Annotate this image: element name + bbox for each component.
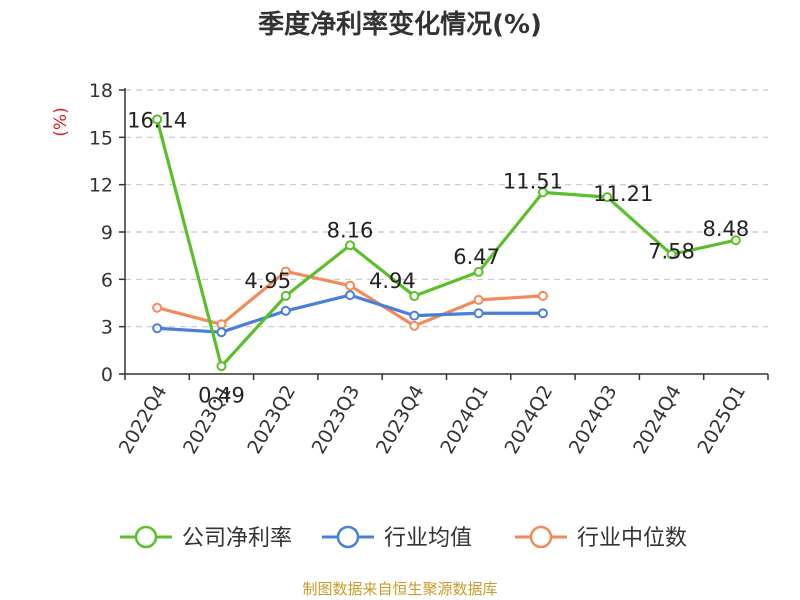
- data-point: [345, 290, 356, 301]
- data-point: [280, 290, 291, 301]
- data-label: 16.14: [127, 108, 187, 132]
- data-point: [280, 266, 291, 277]
- data-label: 6.47: [453, 245, 500, 269]
- data-label: 7.58: [648, 239, 695, 263]
- legend-entry: 公司净利率: [182, 526, 292, 551]
- x-tick-label: 2025Q1: [693, 382, 750, 458]
- source-note: 制图数据来自恒生聚源数据库: [302, 580, 498, 598]
- data-point: [537, 308, 548, 319]
- y-tick-label: 12: [89, 175, 113, 197]
- y-tick-label: 0: [101, 364, 113, 386]
- data-labels: 16.14 0.49 4.95 8.16 4.94 6.47 11.51 11.21 7.58 8…: [127, 108, 749, 407]
- data-point: [216, 319, 227, 330]
- y-tick-label: 15: [89, 127, 113, 149]
- data-label: 11.21: [593, 182, 653, 206]
- x-tick-label: 2024Q3: [565, 382, 622, 458]
- data-point: [280, 305, 291, 316]
- data-point: [409, 310, 420, 321]
- x-tick-label: 2022Q4: [115, 382, 172, 458]
- data-point: [537, 187, 548, 198]
- data-point: [473, 266, 484, 277]
- y-tick-label: 18: [89, 80, 113, 102]
- data-point: [537, 290, 548, 301]
- data-point: [409, 320, 420, 331]
- x-tick-label: 2024Q2: [501, 382, 558, 458]
- data-point: [730, 235, 741, 246]
- data-label: 8.48: [702, 217, 749, 241]
- data-point: [152, 114, 163, 125]
- legend-entry: 行业均值: [384, 526, 472, 551]
- series-lines: [152, 114, 741, 372]
- grid-lines: [125, 89, 768, 328]
- legend-marker: [529, 525, 553, 549]
- data-point: [473, 294, 484, 305]
- data-point: [216, 361, 227, 372]
- x-tick-label: 2024Q4: [629, 382, 686, 458]
- legend-marker: [336, 525, 360, 549]
- data-label: 0.49: [198, 383, 245, 407]
- data-point: [345, 240, 356, 251]
- legend-entry: 行业中位数: [577, 526, 687, 551]
- y-axis-label: (%): [51, 107, 71, 136]
- data-label: 11.51: [503, 169, 563, 193]
- data-label: 4.94: [369, 269, 416, 293]
- series-line: [155, 118, 737, 368]
- data-point: [345, 280, 356, 291]
- x-tick-label: 2023Q4: [372, 382, 429, 458]
- data-point: [602, 192, 613, 203]
- y-tick-label: 3: [101, 317, 113, 339]
- data-label: 8.16: [327, 218, 374, 242]
- data-point: [473, 308, 484, 319]
- data-point: [666, 249, 677, 260]
- data-label: 4.95: [244, 269, 291, 293]
- chart-title: 季度净利率变化情况(%): [258, 10, 542, 40]
- x-tick-label: 2023Q3: [308, 382, 365, 458]
- data-point: [216, 327, 227, 338]
- legend-marker: [134, 525, 158, 549]
- data-point: [152, 323, 163, 334]
- y-tick-label: 6: [101, 269, 113, 291]
- y-tick-label: 9: [101, 222, 113, 244]
- legend: 公司净利率 行业均值 行业中位数: [120, 525, 687, 551]
- data-point: [152, 302, 163, 313]
- x-tick-label: 2024Q1: [436, 382, 493, 458]
- data-point: [409, 291, 420, 302]
- x-tick-label: 2023Q2: [243, 382, 300, 458]
